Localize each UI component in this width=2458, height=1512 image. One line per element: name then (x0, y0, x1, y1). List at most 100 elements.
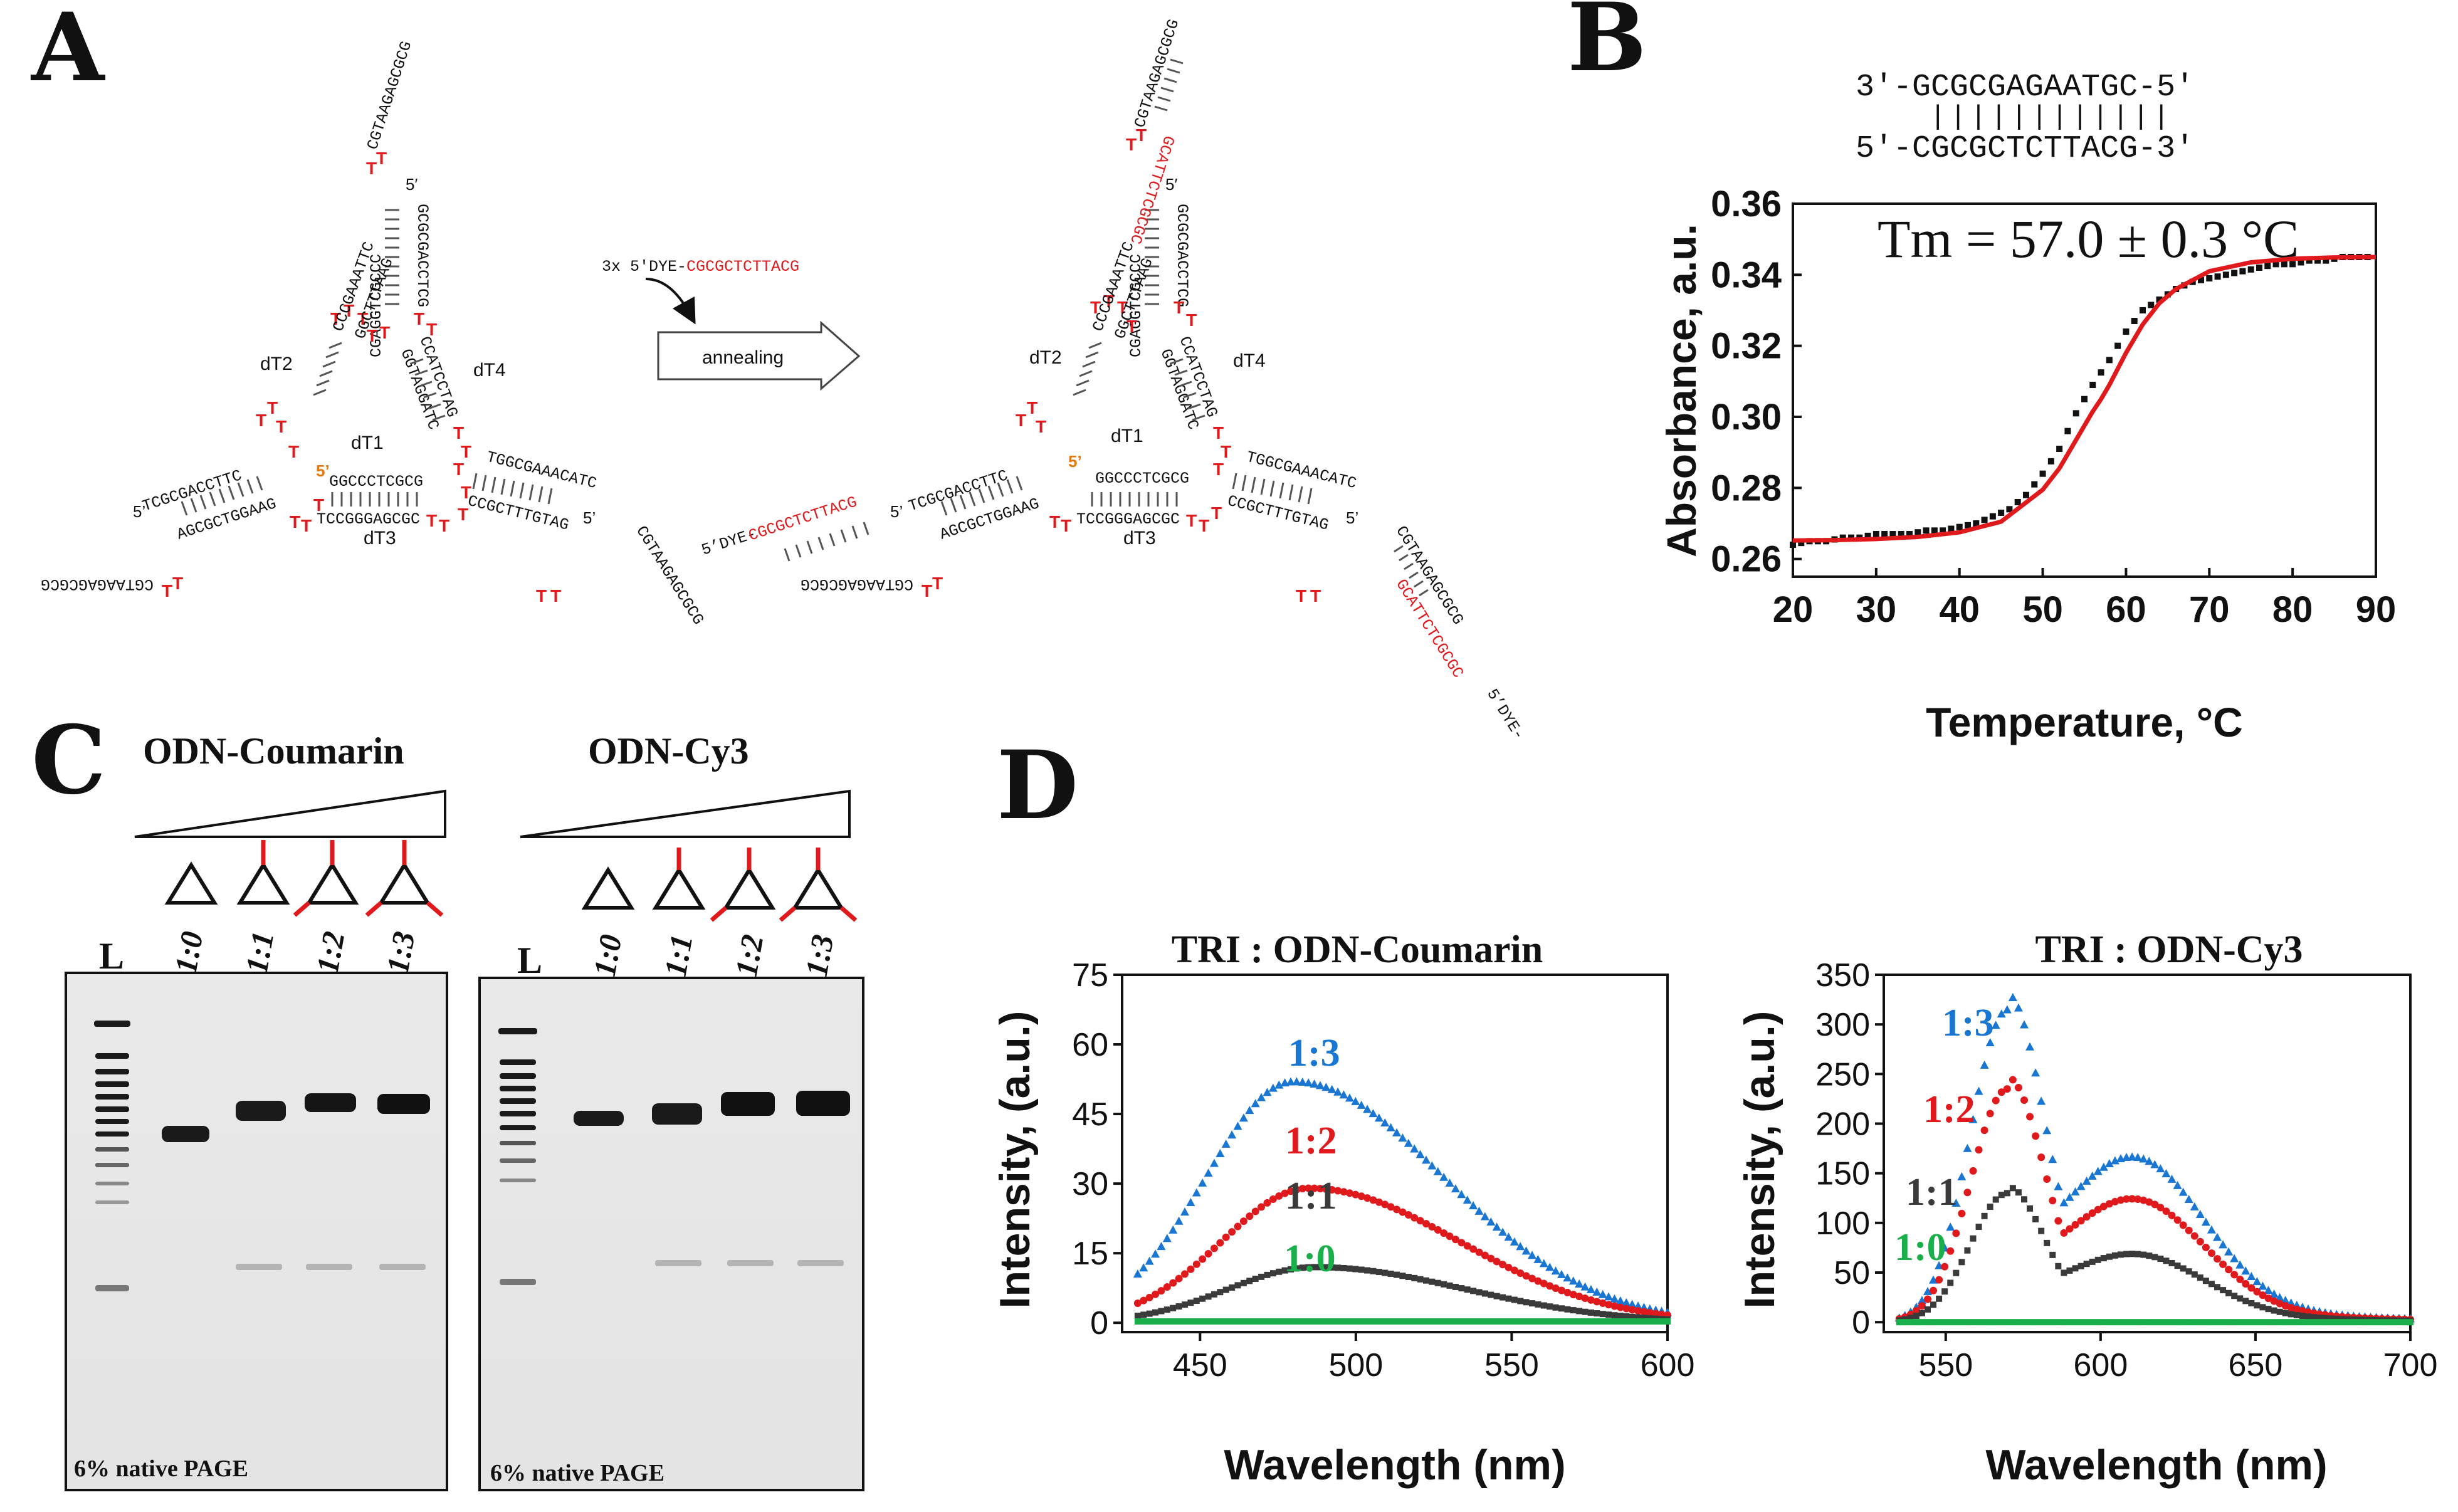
data-point (1622, 1298, 1631, 1306)
data-point (1269, 1270, 1276, 1277)
data-point (1540, 1279, 1548, 1288)
data-point (1240, 1318, 1247, 1325)
data-point (2082, 1213, 2091, 1221)
data-point (2225, 1289, 2232, 1296)
data-point (2146, 1319, 2153, 1326)
data-point (2207, 1249, 2215, 1257)
data-point (2219, 1260, 2227, 1268)
gel-note-1: 6% native PAGE (74, 1456, 248, 1482)
data-point (2002, 1005, 2012, 1014)
data-point (1440, 1229, 1448, 1237)
data-point (1534, 1277, 1542, 1285)
data-point (1321, 1083, 1331, 1091)
red-t: T (1199, 516, 1209, 535)
data-point (1410, 1214, 1419, 1222)
gel-band (652, 1103, 702, 1125)
data-point (1428, 1223, 1436, 1231)
data-point (1517, 1318, 1524, 1325)
chart-d2-ylabel: Intensity, (a.u.) (1736, 1011, 1783, 1309)
data-point (1533, 1254, 1543, 1263)
seq-bottom-tri-b: TCCGGGAGCGC (1076, 510, 1180, 528)
data-point (1981, 1212, 1988, 1219)
data-point (1180, 1270, 1189, 1278)
data-point (1499, 1294, 1506, 1301)
red-t: T (1296, 586, 1306, 606)
data-point (2198, 276, 2204, 283)
data-point (2131, 318, 2138, 324)
y-tick-label: 0.32 (1711, 326, 1782, 367)
dye-arms-gel2 (676, 848, 858, 922)
data-point (1510, 1266, 1518, 1274)
data-point (1370, 1268, 1377, 1274)
label-dt1: dT1 (1111, 426, 1143, 446)
data-point (1363, 1194, 1372, 1202)
data-point (2272, 261, 2279, 268)
data-point (1181, 1318, 1188, 1325)
data-point (2156, 1164, 2165, 1173)
data-point (1975, 1319, 1982, 1326)
data-point (2023, 491, 2029, 498)
y-tick-label: 100 (1815, 1205, 1870, 1242)
data-point (1930, 1319, 1937, 1326)
data-point (2006, 506, 2013, 513)
data-point (1335, 1264, 1342, 1271)
data-point (2299, 1313, 2306, 1320)
data-point (2208, 1281, 2215, 1288)
data-point (2100, 1319, 2107, 1326)
data-point (1387, 1203, 1395, 1211)
data-point (1345, 1093, 1354, 1102)
data-point (1599, 1318, 1606, 1325)
panel-c-gels: ODN-Coumarin ODN-Cy3 L (65, 730, 864, 1491)
data-point (1187, 1265, 1195, 1273)
data-point (2077, 1319, 2084, 1326)
data-point (1263, 1088, 1272, 1096)
data-point (2276, 1319, 2283, 1326)
data-point (2139, 1154, 2148, 1163)
data-point (1157, 1287, 1165, 1295)
data-point (2271, 1319, 2277, 1326)
data-point (2322, 1315, 2329, 1321)
data-point (1433, 1167, 1442, 1175)
red-t: T (1213, 459, 1224, 479)
top-dye-bonds (1154, 58, 1184, 112)
data-point (2025, 1042, 2035, 1051)
red-t: T (1211, 503, 1222, 523)
five-prime-orange: 5’ (316, 461, 330, 480)
data-point (1641, 1315, 1647, 1321)
data-point (1158, 1318, 1165, 1325)
data-point (1547, 1303, 1553, 1310)
data-point (2230, 1254, 2239, 1263)
data-point (2077, 1263, 2084, 1269)
data-point (1535, 1318, 1542, 1325)
data-point (1594, 1318, 1600, 1325)
data-point (2056, 446, 2063, 452)
data-point (1907, 1315, 1914, 1321)
data-point (1446, 1318, 1453, 1325)
red-t: T (1174, 298, 1184, 317)
data-point (1292, 1077, 1301, 1086)
data-point (2173, 1180, 2182, 1189)
data-point (1441, 1281, 1447, 1288)
data-point (1446, 1282, 1453, 1289)
data-point (2298, 1307, 2306, 1315)
data-point (1617, 1318, 1624, 1325)
data-point (2049, 1251, 2056, 1258)
ladder-label-1: L (99, 935, 124, 977)
data-point (2105, 1200, 2113, 1208)
data-point (2206, 275, 2213, 281)
data-point (2083, 1261, 2090, 1268)
data-point (2196, 1237, 2204, 1246)
data-point (2247, 1272, 2256, 1281)
data-point (1974, 1086, 1983, 1095)
data-point (1898, 531, 1904, 537)
data-point (1510, 1237, 1519, 1246)
data-point (1211, 1318, 1217, 1325)
data-point (2247, 1284, 2256, 1292)
data-point (2020, 1096, 2028, 1105)
data-point (1599, 1299, 1607, 1307)
data-point (1906, 531, 1913, 537)
data-point (2081, 396, 2088, 402)
data-point (1374, 1113, 1384, 1122)
data-point (1186, 1197, 1195, 1206)
data-point (1286, 1077, 1296, 1086)
